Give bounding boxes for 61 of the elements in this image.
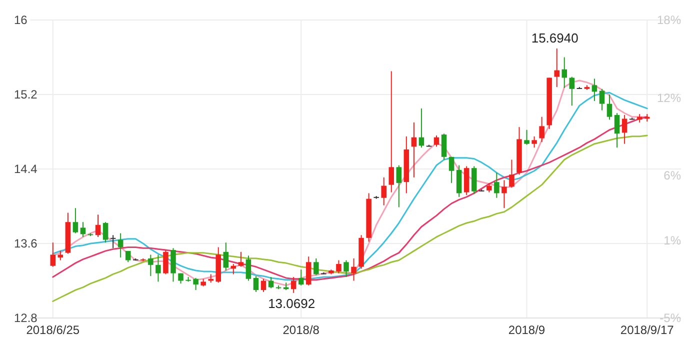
candlestick: [388, 70, 394, 193]
candlestick: [238, 251, 244, 268]
candlestick: [306, 256, 312, 286]
y-tick-label: 12.8: [14, 311, 38, 326]
candlestick: [253, 276, 259, 292]
y-tick-label: 13.6: [14, 236, 38, 251]
annotation: 13.0692: [268, 296, 316, 311]
candlestick: [170, 248, 176, 282]
candlestick: [148, 254, 154, 277]
candlestick: [351, 258, 356, 282]
candlestick: [471, 166, 477, 195]
candlestick: [80, 222, 86, 238]
candlestick: [246, 255, 252, 282]
candlestick: [72, 208, 78, 234]
candlestick: [290, 276, 296, 294]
candlestick: [434, 134, 440, 148]
candlestick: [411, 122, 417, 178]
candlestick: [298, 269, 304, 286]
candlestick: [502, 180, 507, 209]
candlestick: [494, 172, 500, 198]
candlestick: [562, 56, 568, 88]
candlestick: [193, 277, 198, 291]
candlestick: [58, 250, 64, 261]
candlestick: [524, 129, 530, 146]
candlestick: [569, 76, 575, 106]
x-tick-label: 2018/6/25: [26, 323, 80, 337]
candlestick: [95, 214, 101, 238]
candlestick: [532, 136, 537, 148]
candlestick: [336, 260, 342, 274]
candlestick: [599, 88, 605, 111]
candlestick: [314, 258, 319, 276]
candlestick: [260, 278, 266, 292]
candlestick: [539, 116, 544, 142]
candlestick: [396, 164, 402, 208]
x-tick-label: 2018/9/17: [620, 323, 674, 337]
candlestick: [592, 78, 598, 102]
candlestick: [418, 108, 424, 148]
candlestick: [509, 159, 514, 188]
candlestick: [268, 276, 274, 289]
candlestick: [554, 48, 560, 88]
candlestick: [614, 112, 620, 148]
y-tick-label: 15.2: [14, 88, 38, 102]
x-tick-label: 2018/8: [282, 323, 320, 337]
candlestick: [163, 250, 168, 275]
candlestick: [456, 164, 462, 198]
y-tick-label: 14.4: [14, 162, 38, 176]
candlestick: [606, 94, 612, 120]
candlestick: [441, 133, 447, 160]
candlestick: [110, 234, 116, 249]
candlestick: [50, 242, 56, 268]
candlestick: [223, 242, 229, 272]
candlestick: [381, 176, 386, 206]
candlestick: [448, 156, 454, 184]
candlestick: [102, 222, 108, 244]
x-tick-label: 2018/9: [508, 323, 546, 337]
candlestick: [156, 254, 161, 282]
candlestick: [344, 260, 349, 278]
candlestick: [622, 114, 628, 144]
annotation: 15.6940: [531, 30, 578, 46]
y-tick-label: 16: [14, 13, 28, 28]
candlestick: [486, 182, 492, 193]
